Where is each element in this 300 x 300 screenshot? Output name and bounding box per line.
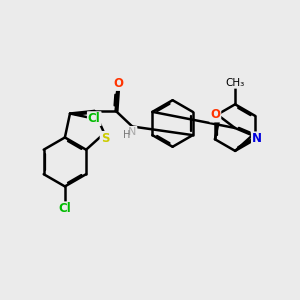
Text: Cl: Cl	[88, 112, 100, 125]
Text: H: H	[123, 130, 130, 140]
Text: N: N	[252, 132, 262, 146]
Text: N: N	[128, 127, 136, 137]
Text: CH₃: CH₃	[226, 78, 245, 88]
Text: Cl: Cl	[58, 202, 71, 215]
Text: S: S	[100, 132, 109, 145]
Text: O: O	[210, 109, 220, 122]
Text: O: O	[113, 77, 123, 90]
